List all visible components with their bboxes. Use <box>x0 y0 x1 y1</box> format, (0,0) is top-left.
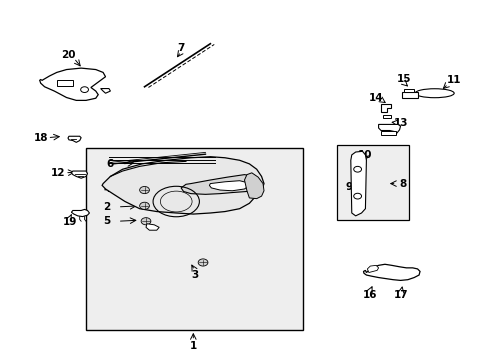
Polygon shape <box>209 181 248 191</box>
Polygon shape <box>378 125 400 134</box>
Polygon shape <box>401 92 417 98</box>
Polygon shape <box>380 104 390 112</box>
Text: 6: 6 <box>106 159 114 169</box>
Text: 16: 16 <box>362 291 377 301</box>
Polygon shape <box>40 68 105 100</box>
Text: 12: 12 <box>51 168 65 178</box>
Text: 2: 2 <box>103 202 110 212</box>
Circle shape <box>140 186 149 194</box>
Circle shape <box>141 218 151 225</box>
Text: 4: 4 <box>103 184 110 194</box>
Text: 9: 9 <box>345 182 352 192</box>
Text: 19: 19 <box>62 217 77 227</box>
Circle shape <box>140 202 149 210</box>
Polygon shape <box>366 265 378 273</box>
Polygon shape <box>146 224 159 230</box>
Bar <box>86 148 303 330</box>
Text: 20: 20 <box>61 50 75 60</box>
Polygon shape <box>181 175 261 194</box>
Polygon shape <box>244 173 264 199</box>
Polygon shape <box>404 89 413 92</box>
Polygon shape <box>102 157 264 214</box>
Polygon shape <box>71 210 89 217</box>
Polygon shape <box>363 264 419 280</box>
Text: 7: 7 <box>177 43 184 53</box>
Text: 8: 8 <box>399 179 406 189</box>
Circle shape <box>198 259 207 266</box>
Text: 18: 18 <box>33 133 48 143</box>
Polygon shape <box>350 151 366 216</box>
Text: 1: 1 <box>189 341 197 351</box>
Bar <box>336 145 408 220</box>
Text: 13: 13 <box>393 118 408 128</box>
Polygon shape <box>383 116 390 118</box>
Text: 17: 17 <box>393 291 408 301</box>
Ellipse shape <box>414 89 453 98</box>
Text: 10: 10 <box>357 150 372 160</box>
Polygon shape <box>101 89 110 93</box>
Text: 3: 3 <box>191 270 198 280</box>
Text: 15: 15 <box>396 74 411 84</box>
Text: 14: 14 <box>368 93 383 103</box>
Polygon shape <box>380 131 395 135</box>
Text: 11: 11 <box>446 75 461 85</box>
Text: 5: 5 <box>103 216 110 226</box>
Polygon shape <box>68 136 81 142</box>
Polygon shape <box>71 171 87 178</box>
Polygon shape <box>57 80 73 86</box>
